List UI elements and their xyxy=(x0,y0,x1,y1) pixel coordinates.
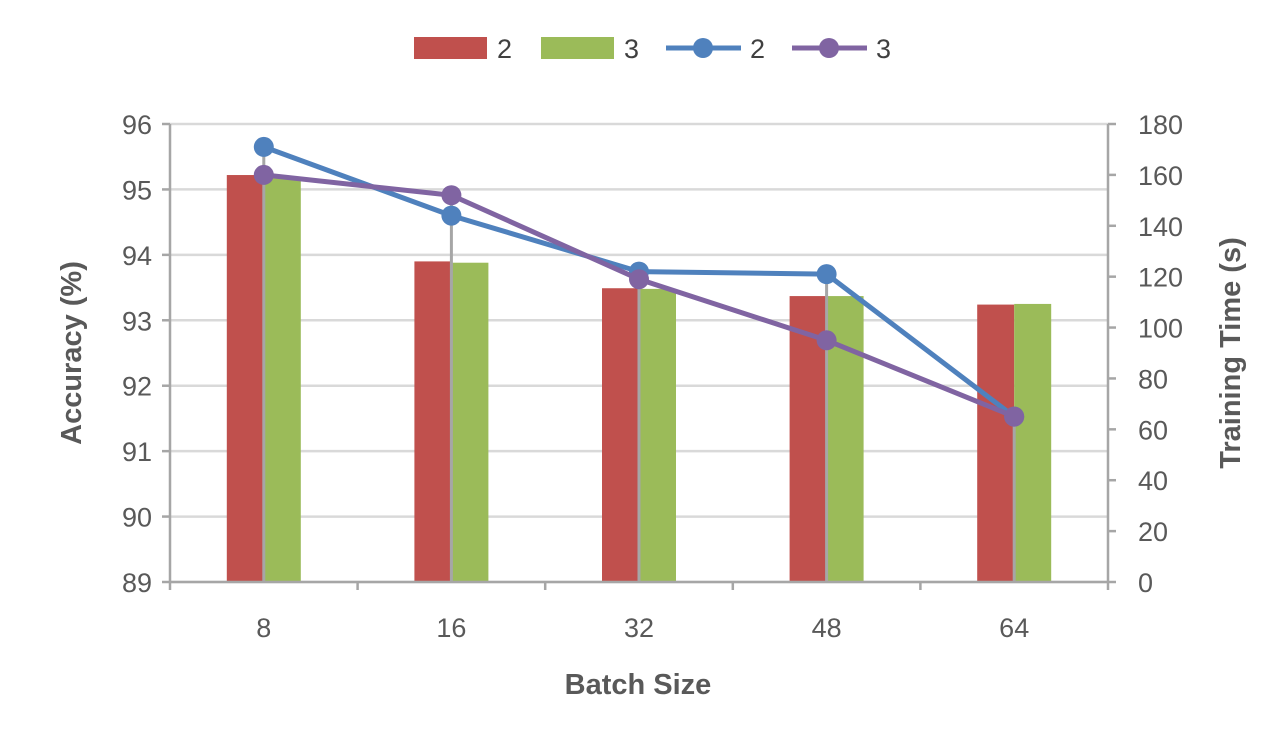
y2-tick-label: 100 xyxy=(1138,314,1183,344)
y-tick-label: 91 xyxy=(122,437,152,467)
legend-swatch-bar-1 xyxy=(414,37,487,59)
x-tick-label: 32 xyxy=(624,613,654,643)
point-series2-16 xyxy=(441,185,462,206)
y-tick-label: 93 xyxy=(122,306,152,336)
x-tick-label: 48 xyxy=(812,613,842,643)
x-tick-label: 16 xyxy=(436,613,466,643)
legend-label: 3 xyxy=(624,34,639,64)
y2-axis-title: Training Time (s) xyxy=(1215,237,1247,469)
legend-swatch-bar-2 xyxy=(541,37,614,59)
bar-series1-64 xyxy=(977,304,1015,582)
y2-tick-label: 60 xyxy=(1138,415,1168,445)
error-bars xyxy=(262,146,1016,582)
point-series2-32 xyxy=(629,269,649,290)
bar-series2-8 xyxy=(263,177,301,582)
y-tick-label: 90 xyxy=(122,503,152,533)
y2-tick-label: 80 xyxy=(1138,364,1168,394)
y-tick-label: 89 xyxy=(122,568,152,598)
bars xyxy=(226,175,1052,582)
y-tick-label: 96 xyxy=(122,110,152,140)
legend-marker xyxy=(693,38,713,58)
bar-series2-64 xyxy=(1014,303,1052,582)
y2-tick-label: 120 xyxy=(1138,263,1183,293)
axes xyxy=(162,122,1116,590)
legend-marker xyxy=(819,38,839,58)
point-series2-64 xyxy=(1004,406,1025,427)
y-axis-title: Accuracy (%) xyxy=(56,261,88,445)
x-tick-label: 8 xyxy=(256,613,271,643)
point-series2-8 xyxy=(253,164,274,185)
y-tick-label: 92 xyxy=(122,372,152,402)
y2-tick-label: 160 xyxy=(1138,161,1183,191)
y-tick-label: 95 xyxy=(122,175,152,205)
x-axis-title: Batch Size xyxy=(565,669,712,701)
y2-tick-label: 180 xyxy=(1138,110,1183,140)
bar-series1-16 xyxy=(414,261,452,582)
legend: 2 3 2 3 xyxy=(414,34,891,64)
y-tick-label: 94 xyxy=(122,241,152,271)
y2-tick-label: 20 xyxy=(1138,517,1168,547)
legend-label: 2 xyxy=(497,34,512,64)
point-series1-8 xyxy=(253,136,274,157)
bar-series2-16 xyxy=(451,262,489,582)
bar-series2-32 xyxy=(639,288,676,582)
legend-label: 3 xyxy=(876,34,891,64)
y2-tick-label: 0 xyxy=(1138,568,1153,598)
legend-label: 2 xyxy=(750,34,765,64)
bar-series1-32 xyxy=(602,288,639,582)
point-series1-16 xyxy=(441,205,462,226)
y2-tick-label: 140 xyxy=(1138,212,1183,242)
x-tick-label: 64 xyxy=(999,613,1029,643)
lines xyxy=(253,136,1025,427)
y2-tick-label: 40 xyxy=(1138,466,1168,496)
point-series1-48 xyxy=(816,264,837,285)
tick-labels: 89 90 91 92 93 94 95 96 0 20 40 60 80 100 120 140 160 180… xyxy=(122,110,1183,643)
point-series2-48 xyxy=(816,330,837,351)
bar-series1-8 xyxy=(226,175,264,582)
